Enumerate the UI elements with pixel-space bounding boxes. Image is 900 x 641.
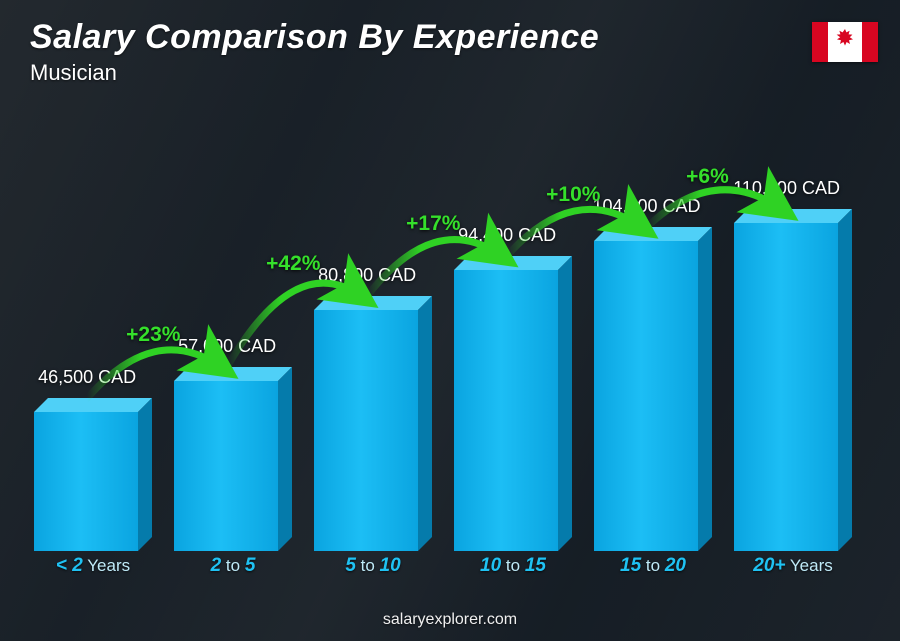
flag-right-bar — [862, 22, 878, 62]
bar-column: 104,000 CAD — [594, 110, 712, 551]
bar-group: 46,500 CAD 57,000 CAD 80,800 CAD 94,400 CAD… — [34, 110, 852, 551]
bar-side-face — [698, 227, 712, 551]
bar-value-label: 46,500 CAD — [38, 367, 136, 388]
bar-value-label: 80,800 CAD — [318, 265, 416, 286]
flag-left-bar — [812, 22, 828, 62]
bar-front-face — [174, 381, 278, 551]
bar-value-label: 57,000 CAD — [178, 336, 276, 357]
bar-front-face — [594, 241, 698, 551]
x-axis-label: 10 to 15 — [454, 555, 572, 589]
salary-bar-chart: 46,500 CAD 57,000 CAD 80,800 CAD 94,400 CAD… — [34, 110, 852, 589]
page-title: Salary Comparison By Experience — [30, 18, 599, 57]
bar — [174, 381, 292, 551]
bar-side-face — [558, 256, 572, 551]
bar-top-face — [314, 296, 432, 310]
x-axis-label: 2 to 5 — [174, 555, 292, 589]
bar-top-face — [594, 227, 712, 241]
bar-column: 80,800 CAD — [314, 110, 432, 551]
bar-value-label: 104,000 CAD — [592, 196, 700, 217]
page-subtitle: Musician — [30, 60, 117, 86]
bar — [594, 241, 712, 551]
bar-side-face — [838, 209, 852, 551]
x-axis-label: 15 to 20 — [594, 555, 712, 589]
maple-leaf-icon — [835, 29, 855, 55]
x-axis-label: 5 to 10 — [314, 555, 432, 589]
bar-front-face — [34, 412, 138, 551]
footer-source: salaryexplorer.com — [0, 611, 900, 629]
bar-top-face — [34, 398, 152, 412]
bar-top-face — [454, 256, 572, 270]
bar-front-face — [454, 270, 558, 551]
bar-top-face — [734, 209, 852, 223]
bar-top-face — [174, 367, 292, 381]
bar-column: 57,000 CAD — [174, 110, 292, 551]
bar — [734, 223, 852, 551]
country-flag-canada — [812, 22, 878, 62]
x-axis-labels: < 2 Years 2 to 5 5 to 10 10 to 15 15 to 20 20… — [34, 555, 852, 589]
bar-side-face — [138, 398, 152, 551]
bar-column: 94,400 CAD — [454, 110, 572, 551]
infographic-stage: Salary Comparison By Experience Musician… — [0, 0, 900, 641]
flag-center — [828, 22, 862, 62]
bar-side-face — [278, 367, 292, 551]
bar-column: 110,000 CAD — [734, 110, 852, 551]
bar-front-face — [314, 310, 418, 551]
x-axis-label: 20+ Years — [734, 555, 852, 589]
bar-side-face — [418, 296, 432, 551]
x-axis-label: < 2 Years — [34, 555, 152, 589]
bar — [454, 270, 572, 551]
bar-value-label: 94,400 CAD — [458, 225, 556, 246]
bar — [34, 412, 152, 551]
bar-column: 46,500 CAD — [34, 110, 152, 551]
bar-front-face — [734, 223, 838, 551]
bar — [314, 310, 432, 551]
bar-value-label: 110,000 CAD — [733, 178, 840, 199]
